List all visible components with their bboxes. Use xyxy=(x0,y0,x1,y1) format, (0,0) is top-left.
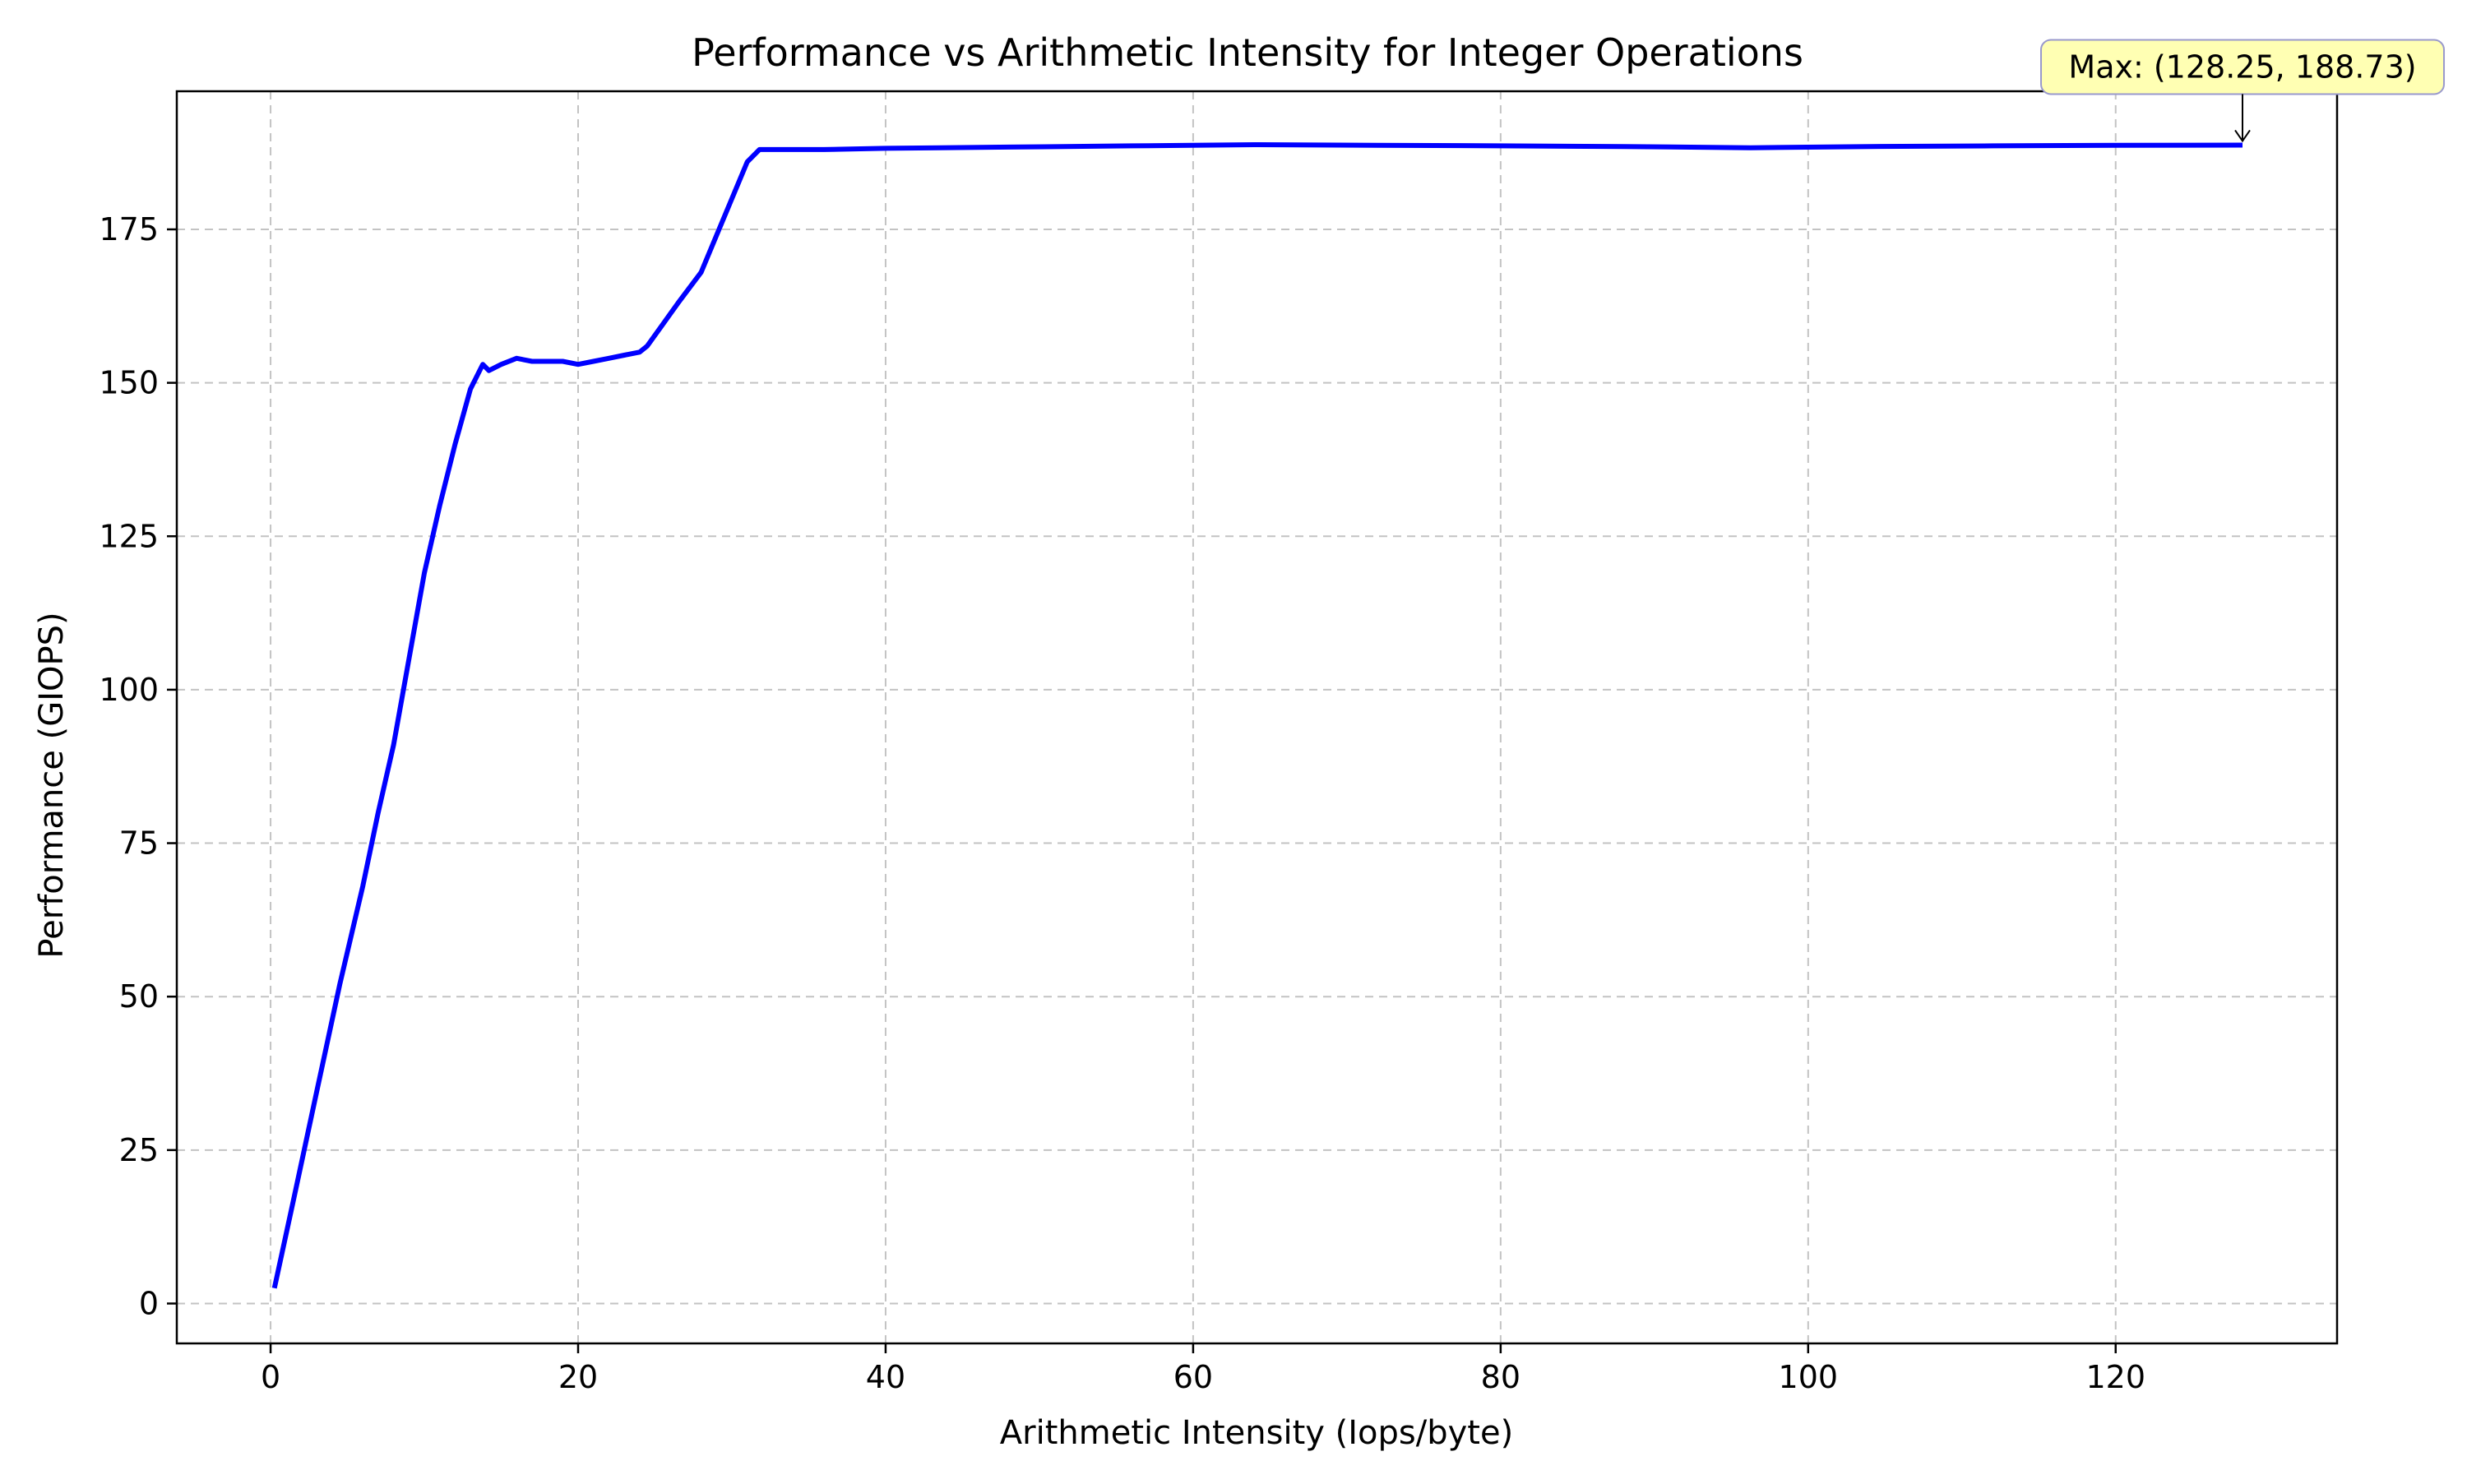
y-tick-label: 25 xyxy=(119,1132,159,1168)
series-line xyxy=(271,142,2243,1289)
x-tick-label: 0 xyxy=(261,1359,280,1395)
annotation-arrow-head xyxy=(2234,129,2251,143)
x-tick-label: 20 xyxy=(558,1359,598,1395)
chart-title: Performance vs Arithmetic Intensity for … xyxy=(692,30,1803,75)
x-tick-label: 100 xyxy=(1779,1359,1839,1395)
x-axis-label: Arithmetic Intensity (Iops/byte) xyxy=(1000,1414,1513,1452)
x-tick-label: 60 xyxy=(1173,1359,1213,1395)
y-tick-label: 0 xyxy=(139,1285,159,1321)
y-tick-label: 125 xyxy=(99,518,159,554)
plot-frame xyxy=(175,90,2339,1345)
annotation-label: Max: (128.25, 188.73) xyxy=(2068,49,2416,85)
y-tick-label: 50 xyxy=(119,978,159,1015)
series-group xyxy=(271,142,2243,1289)
x-tick-label: 40 xyxy=(866,1359,905,1395)
y-tick-label: 175 xyxy=(99,211,159,247)
y-tick-label: 75 xyxy=(119,825,159,862)
axis-ticks: 0 20 40 60 80 100 120 0 25 50 75 100 125 150 175 xyxy=(99,211,2145,1395)
grid-lines xyxy=(177,91,2337,1343)
x-tick-label: 120 xyxy=(2085,1359,2145,1395)
y-tick-label: 100 xyxy=(99,672,159,708)
annotation-group: Max: (128.25, 188.73) xyxy=(2040,39,2446,143)
y-tick-label: 150 xyxy=(99,365,159,401)
y-axis-label: Performance (GIOPS) xyxy=(33,612,71,958)
x-tick-label: 80 xyxy=(1481,1359,1520,1395)
